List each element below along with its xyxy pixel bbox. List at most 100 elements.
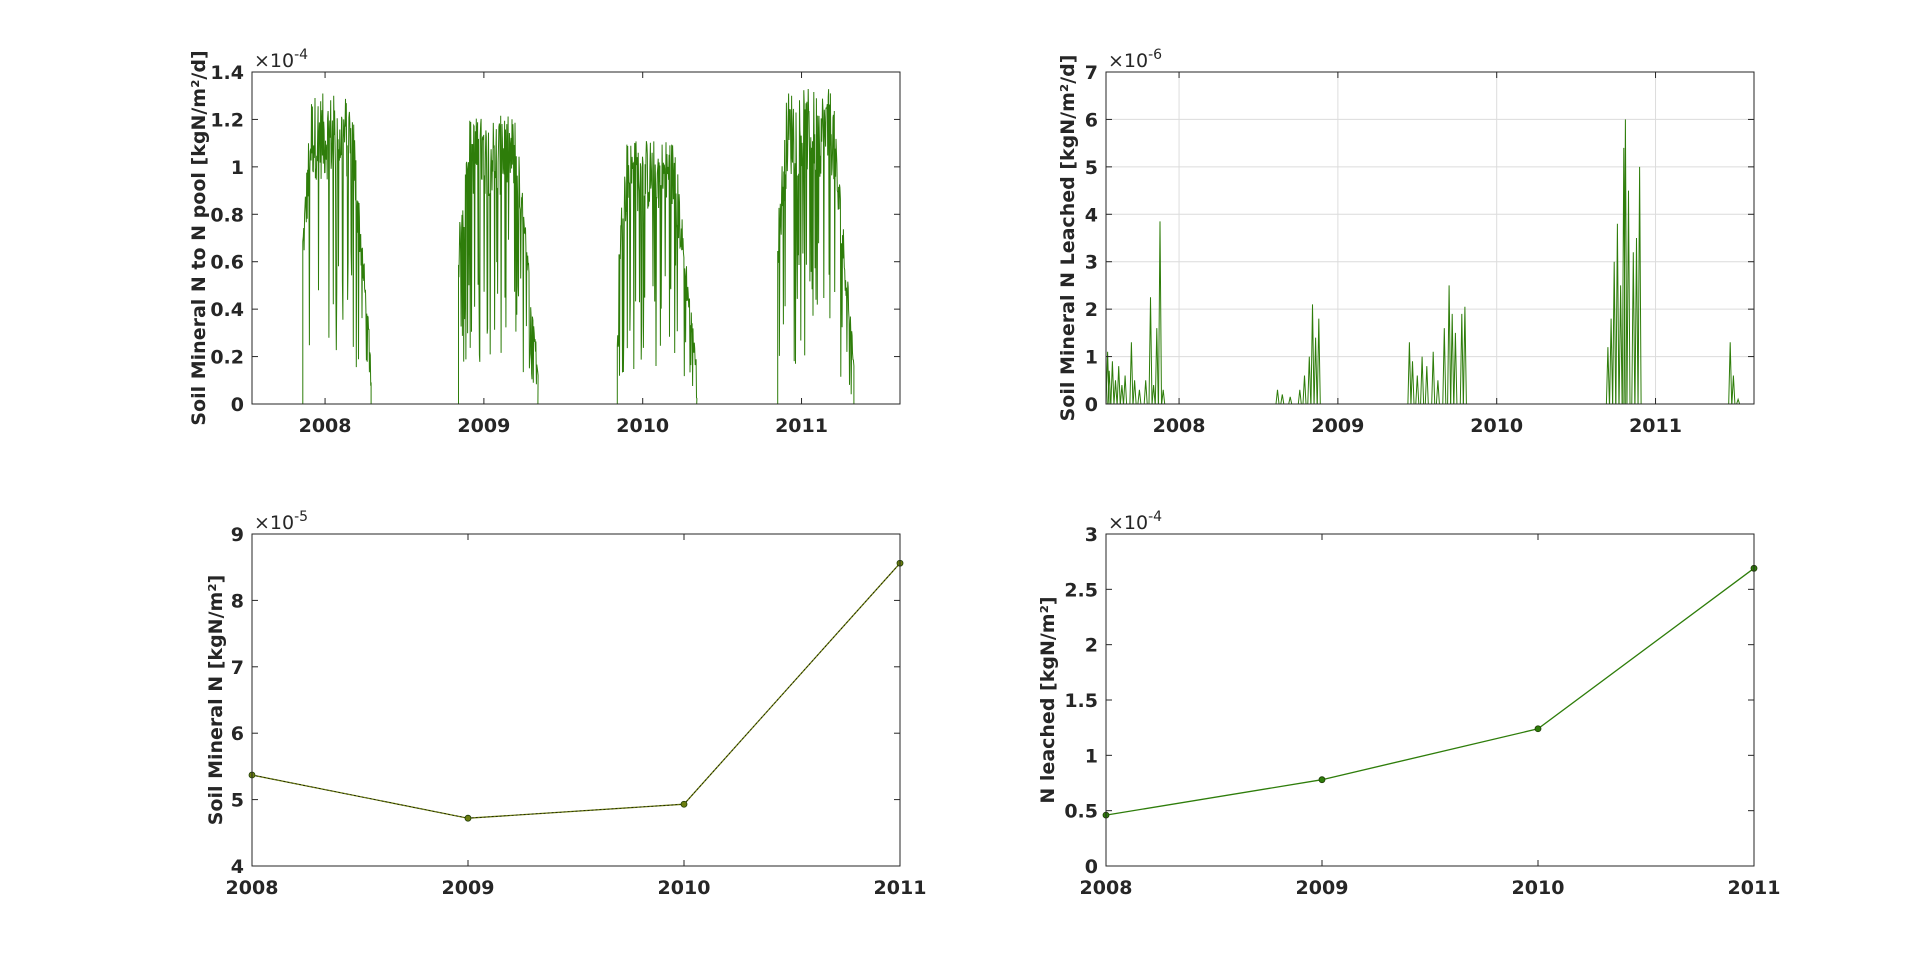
leaching-spike [1424, 366, 1429, 405]
y-tick-label: 4 [231, 856, 244, 878]
leaching-spike [1605, 347, 1610, 405]
exponent-label: ×10-4 [1108, 509, 1162, 534]
series-line [1105, 567, 1755, 816]
leaching-spike [1113, 380, 1118, 405]
leaching-spike [1450, 313, 1455, 405]
y-axis-label: Soil Mineral N [kgN/m²] [205, 575, 227, 826]
x-tick-label: 2010 [658, 877, 711, 899]
panel-mineral-n-leached-daily: 2008 2009 2010 2011 0 1 2 3 4 5 6 7 Soil Mineral N … [1057, 47, 1755, 437]
axes-frame [251, 533, 901, 867]
exponent-label: ×10-6 [1108, 47, 1162, 72]
leaching-spike [1612, 261, 1617, 405]
y-tick-label: 6 [1085, 109, 1098, 131]
leaching-spike [1407, 342, 1412, 405]
exponent-label: ×10-4 [254, 47, 308, 72]
leaching-spike [1609, 318, 1614, 405]
y-tick-label: 4 [1085, 204, 1098, 226]
tick-labels: 2008 2009 2010 2011 0 0.2 0.4 0.6 0.8 1 1.2 1.4 [210, 62, 900, 437]
series-line-overlay [251, 562, 901, 819]
tick-labels: 2008 2009 2010 2011 0 0.5 1 1.5 2 2.5 3 [1064, 524, 1780, 899]
leaching-spike [1615, 223, 1620, 405]
x-tick-label: 2011 [1728, 877, 1781, 899]
leaching-spike [1462, 306, 1467, 405]
leaching-spike [1415, 375, 1420, 405]
leaching-spike [1110, 361, 1115, 405]
y-tick-label: 0.6 [210, 252, 244, 274]
axes-frame [251, 71, 901, 405]
panel-soil-mineral-n-annual: 2008 2009 2010 2011 4 5 6 7 8 9 Soil Mineral N [k… [205, 509, 926, 899]
y-tick-label: 2 [1085, 299, 1098, 321]
leaching-spike [1137, 389, 1142, 405]
x-tick-label: 2008 [299, 415, 352, 437]
y-tick-label: 1 [1085, 347, 1098, 369]
leaching-spike [1626, 190, 1631, 405]
x-tick-label: 2009 [457, 415, 510, 437]
y-axis-label: Soil Mineral N to N pool [kgN/m²/d] [188, 50, 210, 425]
leaching-spike [1151, 384, 1156, 405]
y-tick-label: 0 [231, 394, 244, 416]
leaching-spike [1280, 394, 1285, 405]
y-tick-label: 0.2 [210, 347, 244, 369]
leaching-spike [1119, 384, 1124, 405]
x-tick-label: 2011 [1629, 415, 1682, 437]
leaching-spike [1431, 351, 1436, 405]
leaching-spike [1288, 396, 1293, 405]
x-tick-label: 2010 [1512, 877, 1565, 899]
leaching-spike [1736, 397, 1741, 405]
leaching-spike [1435, 380, 1440, 405]
leaching-spike [1420, 356, 1425, 405]
x-tick-label: 2010 [1470, 415, 1523, 437]
leaching-spike [1302, 375, 1307, 405]
tick-labels: 2008 2009 2010 2011 0 1 2 3 4 5 6 7 [1085, 62, 1754, 437]
y-tick-label: 1.4 [210, 62, 244, 84]
leaching-spike [1107, 370, 1112, 405]
leaching-spike [1158, 221, 1162, 405]
leaching-spike [1453, 332, 1458, 405]
y-tick-label: 5 [231, 790, 244, 812]
y-tick-label: 3 [1085, 524, 1098, 546]
panel-n-leached-annual: 2008 2009 2010 2011 0 0.5 1 1.5 2 2.5 3 N leached … [1037, 509, 1780, 899]
exponent-label: ×10-5 [254, 509, 308, 534]
tick-labels: 2008 2009 2010 2011 4 5 6 7 8 9 [226, 524, 927, 899]
y-tick-label: 7 [231, 657, 244, 679]
x-tick-label: 2011 [874, 877, 927, 899]
leaching-spike [1129, 342, 1134, 405]
leaching-spike [1316, 318, 1321, 405]
y-tick-label: 1 [1085, 745, 1098, 767]
y-tick-label: 2 [1085, 635, 1098, 657]
x-tick-label: 2009 [442, 877, 495, 899]
y-axis-label: Soil Mineral N Leached [kgN/m²/d] [1057, 55, 1079, 422]
y-tick-label: 0 [1085, 856, 1098, 878]
leaching-spike [1731, 375, 1736, 405]
y-tick-label: 0 [1085, 394, 1098, 416]
x-tick-label: 2008 [226, 877, 279, 899]
x-tick-label: 2009 [1311, 415, 1364, 437]
y-tick-label: 3 [1085, 252, 1098, 274]
leaching-spike [1634, 237, 1639, 405]
x-tick-label: 2010 [616, 415, 669, 437]
y-tick-label: 1.5 [1064, 690, 1098, 712]
x-tick-label: 2008 [1080, 877, 1133, 899]
leaching-spike [1123, 375, 1128, 405]
leaching-spike [1310, 304, 1315, 405]
leaching-spike [1618, 285, 1623, 405]
leaching-spike [1410, 361, 1415, 405]
x-tick-label: 2011 [775, 415, 828, 437]
x-tick-label: 2009 [1296, 877, 1349, 899]
leaching-spike [1161, 389, 1166, 405]
data-point [1318, 776, 1326, 784]
series-marks [1102, 564, 1758, 819]
leaching-spike [1275, 389, 1280, 405]
leaching-spike [1459, 313, 1464, 405]
data-point [680, 800, 688, 808]
data-point [464, 814, 472, 822]
leaching-spike [1447, 285, 1452, 405]
series-line-daily-flux [252, 88, 900, 405]
leaching-spike [1313, 337, 1318, 405]
leaching-spike [1728, 342, 1733, 405]
y-tick-label: 7 [1085, 62, 1098, 84]
y-tick-label: 1.2 [210, 109, 244, 131]
y-tick-label: 8 [231, 590, 244, 612]
